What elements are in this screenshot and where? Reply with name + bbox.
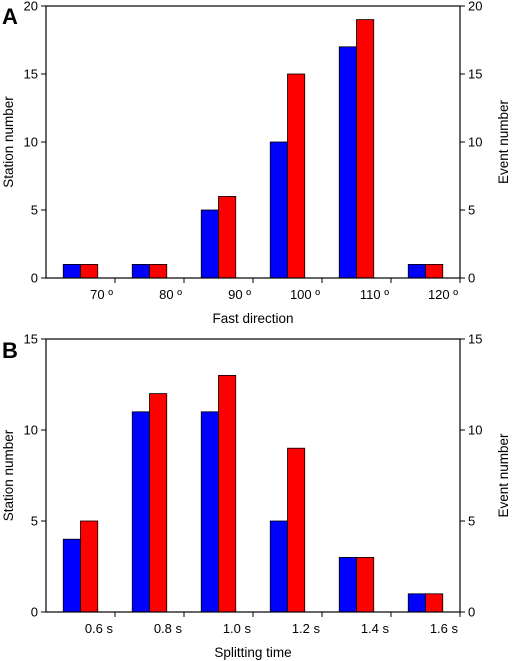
panel-a-bar-station-0 bbox=[62, 263, 81, 279]
panel-b-bar-event-1 bbox=[149, 393, 168, 613]
panel-a-bar-station-3 bbox=[269, 141, 288, 279]
panel-a-x-axis-title: Fast direction bbox=[212, 311, 293, 326]
panel-a-y-axis-title-left: Station number bbox=[1, 96, 16, 188]
panel-a-bar-event-2 bbox=[218, 195, 237, 279]
panel-a-bar-station-1 bbox=[131, 263, 150, 279]
panel-b-bar-station-4 bbox=[338, 557, 357, 613]
panel-a-bar-event-4 bbox=[356, 19, 375, 279]
panel-b-y-axis-title-left: Station number bbox=[1, 429, 16, 521]
panel-a-xtick-label: 110 º bbox=[360, 287, 389, 302]
panel-b-bar-event-4 bbox=[356, 557, 375, 613]
panel-b-xtick-label: 1.6 s bbox=[430, 621, 459, 636]
panel-b-ytick-label-right: 5 bbox=[468, 514, 475, 529]
panel-b-bar-event-2 bbox=[218, 374, 237, 613]
panel-b-xtick-label: 0.6 s bbox=[85, 621, 114, 636]
panel-b-ytick-label-right: 15 bbox=[468, 332, 482, 347]
panel-b-ytick-label-left: 10 bbox=[24, 423, 38, 438]
panel-b-label: B bbox=[2, 338, 18, 363]
panel-a-xtick-label: 80 º bbox=[159, 287, 182, 302]
panel-b-bar-station-0 bbox=[62, 538, 81, 613]
panel-a-ytick-label-left: 20 bbox=[24, 0, 38, 14]
panel-a-ytick-label-right: 15 bbox=[468, 67, 482, 82]
panel-a-bar-station-5 bbox=[407, 263, 426, 279]
panel-a-bar-event-1 bbox=[149, 263, 168, 279]
panel-b-ytick-label-right: 0 bbox=[468, 605, 475, 620]
panel-b-xtick-label: 0.8 s bbox=[154, 621, 183, 636]
panel-a-ytick-label-right: 5 bbox=[468, 203, 475, 218]
panel-b-x-axis-title: Splitting time bbox=[214, 645, 291, 660]
panel-a-y-axis-title-right: Event number bbox=[496, 99, 511, 184]
panel-a-bar-station-2 bbox=[200, 209, 219, 279]
panel-b-bar-event-3 bbox=[287, 447, 306, 613]
panel-b-plot-frame bbox=[45, 338, 461, 613]
panel-b-ytick-label-left: 5 bbox=[31, 514, 38, 529]
panel-a-label: A bbox=[2, 4, 18, 29]
panel-a-bar-event-5 bbox=[425, 263, 444, 279]
panel-b-ytick-label-left: 0 bbox=[31, 605, 38, 620]
panel-b-bar-station-5 bbox=[407, 593, 426, 613]
panel-a-bar-event-3 bbox=[287, 73, 306, 279]
panel-b-y-axis-title-right: Event number bbox=[496, 433, 511, 518]
panel-a-xtick-label: 70 º bbox=[90, 287, 113, 302]
panel-b-ytick-label-right: 10 bbox=[468, 423, 482, 438]
panel-a-ytick-label-right: 10 bbox=[468, 135, 482, 150]
panel-b-xtick-label: 1.0 s bbox=[223, 621, 252, 636]
panel-a-bar-event-0 bbox=[80, 263, 99, 279]
panel-b-bar-station-2 bbox=[200, 411, 219, 613]
panel-a-plot-frame bbox=[45, 5, 461, 279]
panel-a-ytick-label-left: 15 bbox=[24, 67, 38, 82]
panel-a-ytick-label-left: 10 bbox=[24, 135, 38, 150]
panel-b-bar-event-5 bbox=[425, 593, 444, 613]
panel-a-xtick-label: 120 º bbox=[428, 287, 458, 302]
panel-b-ytick-label-left: 15 bbox=[24, 332, 38, 347]
panel-a-ytick-label-left: 5 bbox=[31, 203, 38, 218]
panel-b-bar-event-0 bbox=[80, 520, 99, 613]
panel-a-xtick-label: 90 º bbox=[228, 287, 251, 302]
panel-b-xtick-label: 1.4 s bbox=[361, 621, 390, 636]
panel-b-bar-station-3 bbox=[269, 520, 288, 613]
panel-a-ytick-label-right: 0 bbox=[468, 271, 475, 286]
panel-b-bar-station-1 bbox=[131, 411, 150, 613]
panel-a-ytick-label-left: 0 bbox=[31, 271, 38, 286]
panel-a-xtick-label: 100 º bbox=[290, 287, 320, 302]
panel-a-ytick-label-right: 20 bbox=[468, 0, 482, 14]
panel-a-bar-station-4 bbox=[338, 46, 357, 279]
panel-b-xtick-label: 1.2 s bbox=[292, 621, 321, 636]
